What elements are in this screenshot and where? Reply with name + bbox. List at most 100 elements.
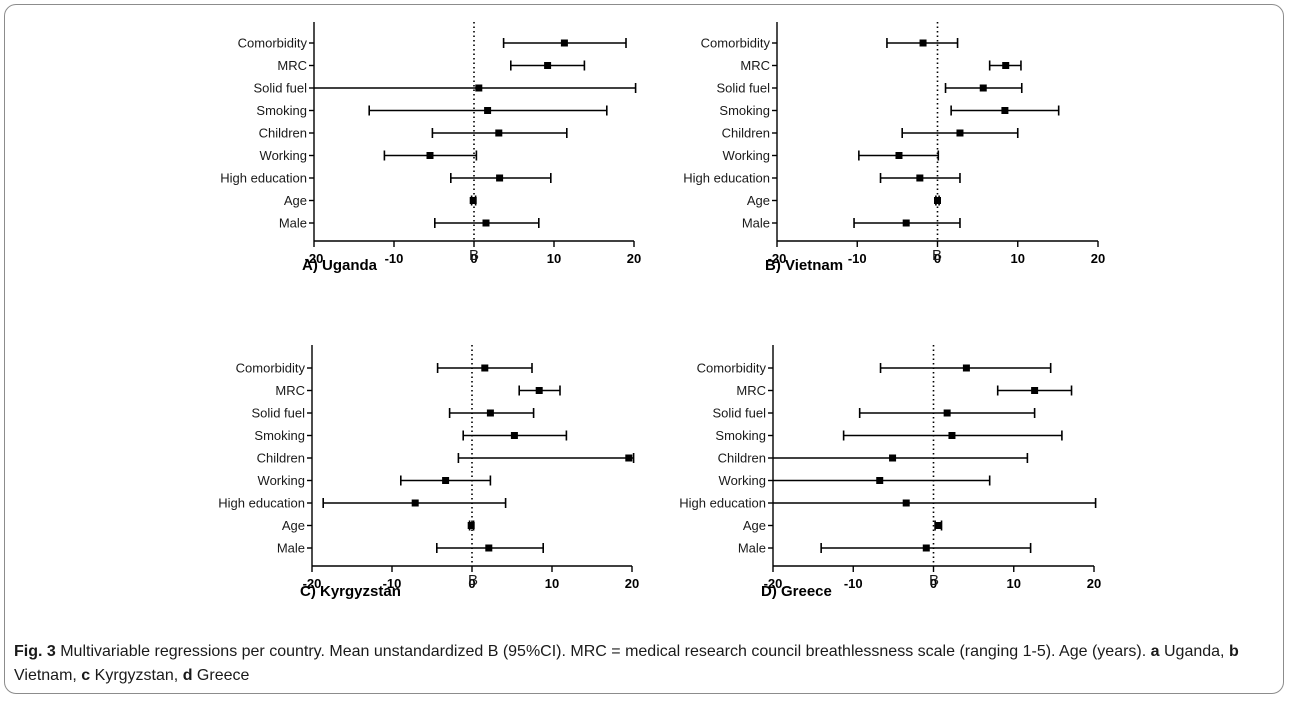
estimate-point — [560, 39, 568, 47]
category-label: High education — [220, 171, 307, 186]
caption-panel-c-text: Kyrgyzstan, — [90, 667, 183, 684]
estimate-point — [934, 197, 941, 204]
estimate-point — [510, 432, 518, 439]
caption-fig-label: Fig. 3 — [14, 643, 56, 660]
category-label: Comorbidity — [236, 361, 306, 376]
estimate-point — [485, 544, 493, 552]
x-axis-label: B — [469, 247, 479, 264]
category-label: Smoking — [256, 103, 307, 118]
estimate-point — [475, 84, 483, 92]
estimate-point — [876, 477, 884, 484]
category-label: Solid fuel — [717, 81, 771, 96]
estimate-point — [442, 477, 450, 484]
category-label: Children — [257, 451, 305, 466]
estimate-point — [922, 544, 930, 552]
estimate-point — [544, 62, 552, 69]
estimate-point — [889, 454, 897, 462]
panel-title: D) Greece — [761, 583, 832, 600]
category-label: Children — [718, 451, 766, 466]
category-label: MRC — [277, 58, 307, 73]
x-tick-label: 20 — [625, 576, 639, 591]
x-tick-label: -10 — [385, 251, 404, 266]
category-label: Comorbidity — [697, 361, 767, 376]
x-tick-label: 0 — [934, 251, 941, 266]
estimate-point — [411, 499, 419, 507]
estimate-point — [962, 364, 970, 372]
category-label: Comorbidity — [238, 36, 308, 51]
caption-panel-d: d — [182, 667, 193, 684]
x-axis-label: B — [468, 572, 478, 589]
x-tick-label: -10 — [844, 576, 863, 591]
estimate-point — [495, 129, 503, 137]
category-label: High education — [679, 496, 766, 511]
estimate-point — [496, 174, 504, 182]
category-label: Solid fuel — [254, 81, 308, 96]
caption-panel-b-text: Vietnam, — [14, 667, 82, 684]
estimate-point — [1031, 387, 1039, 394]
x-tick-label: 20 — [627, 251, 641, 266]
panel-title: B) Vietnam — [765, 257, 843, 274]
panel-title: C) Kyrgyzstan — [300, 583, 401, 600]
x-tick-label: 0 — [468, 576, 475, 591]
caption-panel-c: c — [81, 667, 91, 684]
x-tick-label: 20 — [1087, 576, 1101, 591]
category-label: MRC — [740, 58, 770, 73]
estimate-point — [486, 409, 494, 417]
figure-plots: -20 -10 0 10 20 Comorbidity MRC Solid fuel Smoki… — [218, 22, 1105, 600]
category-label: Male — [279, 216, 307, 231]
category-label: Working — [723, 148, 770, 163]
estimate-point — [469, 197, 477, 204]
x-axis-label: B — [929, 572, 939, 589]
category-label: Male — [277, 541, 305, 556]
x-tick-label: -20 — [305, 251, 324, 266]
estimate-point — [895, 152, 903, 159]
category-label: Working — [258, 473, 305, 488]
category-label: Smoking — [715, 428, 766, 443]
estimate-point — [467, 522, 475, 529]
estimate-point — [426, 152, 434, 159]
x-tick-label: 0 — [470, 251, 477, 266]
caption-text-main: Multivariable regressions per country. M… — [55, 643, 1151, 660]
x-tick-label: -10 — [383, 576, 402, 591]
category-label: Male — [742, 216, 770, 231]
estimate-point — [902, 499, 910, 507]
x-tick-label: -10 — [848, 251, 867, 266]
x-tick-label: 20 — [1091, 251, 1105, 266]
estimate-point — [1002, 62, 1010, 69]
category-label: Children — [722, 126, 770, 141]
x-tick-label: -20 — [764, 576, 783, 591]
x-tick-label: 10 — [545, 576, 559, 591]
estimate-point — [482, 219, 490, 227]
x-tick-label: 10 — [1007, 576, 1021, 591]
x-tick-label: -20 — [303, 576, 322, 591]
category-label: High education — [218, 496, 305, 511]
estimate-point — [625, 454, 633, 462]
category-label: Children — [259, 126, 307, 141]
caption-panel-b: b — [1228, 643, 1239, 660]
x-axis-label: B — [932, 247, 942, 264]
estimate-point — [535, 387, 543, 394]
category-label: Age — [747, 193, 770, 208]
figure-frame — [4, 4, 1284, 694]
estimate-point — [934, 522, 942, 529]
x-tick-label: 10 — [1011, 251, 1025, 266]
category-label: Male — [738, 541, 766, 556]
x-tick-label: 0 — [930, 576, 937, 591]
estimate-point — [919, 39, 927, 47]
category-label: Age — [284, 193, 307, 208]
figure-caption: Fig. 3 Multivariable regressions per cou… — [14, 640, 1276, 688]
category-label: Working — [260, 148, 307, 163]
estimate-point — [1001, 107, 1009, 114]
panel-title: A) Uganda — [302, 257, 378, 274]
caption-panel-d-text: Greece — [192, 667, 250, 684]
category-label: Smoking — [719, 103, 770, 118]
x-tick-label: 10 — [547, 251, 561, 266]
x-tick-label: -20 — [768, 251, 787, 266]
estimate-point — [916, 174, 924, 182]
category-label: Solid fuel — [713, 406, 767, 421]
category-label: MRC — [736, 383, 766, 398]
category-label: Comorbidity — [701, 36, 771, 51]
category-label: Solid fuel — [252, 406, 306, 421]
caption-panel-a: a — [1150, 643, 1160, 660]
estimate-point — [943, 409, 951, 417]
